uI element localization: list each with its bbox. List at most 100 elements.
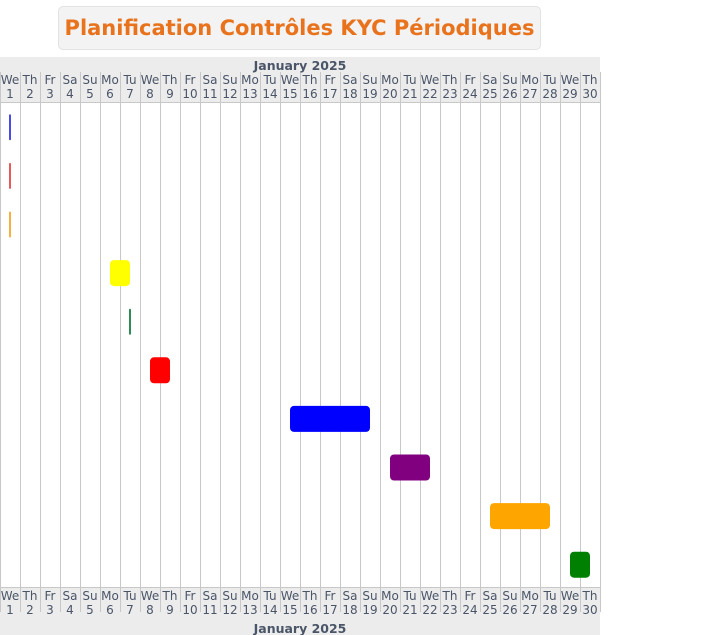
tick-label-daynum-top: 28 [542,87,557,101]
tick-label-daynum-top: 19 [362,87,377,101]
tick-label-daynum-top: 18 [342,87,357,101]
tick-label-daynum-top: 17 [322,87,337,101]
tick-label-daynum-bottom: 4 [66,603,74,617]
tick-label-daynum-bottom: 14 [262,603,277,617]
tick-label-dayname-bottom: We [281,589,300,603]
task-bar[interactable] [290,405,370,432]
tick-label-daynum-top: 5 [86,87,94,101]
tick-label-dayname-bottom: We [141,589,160,603]
tick-label-dayname-bottom: Su [222,589,237,603]
task-bar[interactable] [110,260,130,287]
tick-label-daynum-bottom: 1 [6,603,14,617]
tick-label-daynum-top: 10 [182,87,197,101]
tick-label-daynum-bottom: 8 [146,603,154,617]
tick-label-daynum-bottom: 16 [302,603,317,617]
tick-label-daynum-bottom: 6 [106,603,114,617]
month-label-bottom: January 2025 [253,621,347,635]
task-bar[interactable] [490,503,550,530]
tick-label-dayname-bottom: Th [582,589,598,603]
tick-label-dayname-bottom: Mo [101,589,119,603]
tick-label-dayname-top: Th [442,73,458,87]
tick-label-dayname-top: We [281,73,300,87]
tick-label-dayname-top: We [421,73,440,87]
tick-label-dayname-top: Fr [325,73,336,87]
tick-label-dayname-bottom: Tu [542,589,556,603]
tick-label-dayname-top: Sa [203,73,218,87]
tick-label-daynum-bottom: 19 [362,603,377,617]
tick-label-daynum-bottom: 3 [46,603,54,617]
tick-label-dayname-top: We [561,73,580,87]
tick-label-daynum-bottom: 15 [282,603,297,617]
tick-label-dayname-bottom: We [421,589,440,603]
tick-label-dayname-top: Sa [483,73,498,87]
tick-label-dayname-top: Sa [63,73,78,87]
chart-title-box: Planification Contrôles KYC Périodiques [58,6,541,50]
tick-label-dayname-bottom: Su [82,589,97,603]
tick-label-dayname-top: Th [302,73,318,87]
tick-label-daynum-bottom: 9 [166,603,174,617]
task-bar[interactable] [390,454,430,481]
tick-label-dayname-bottom: Fr [325,589,336,603]
task-bar[interactable] [9,114,11,141]
tick-label-dayname-top: Fr [465,73,476,87]
tick-label-daynum-bottom: 17 [322,603,337,617]
tick-label-dayname-top: Mo [241,73,259,87]
tick-label-daynum-top: 20 [382,87,397,101]
tick-label-daynum-bottom: 12 [222,603,237,617]
chart-title: Planification Contrôles KYC Périodiques [64,16,535,40]
tick-label-daynum-bottom: 2 [26,603,34,617]
tick-label-daynum-bottom: 22 [422,603,437,617]
tick-label-dayname-bottom: Su [502,589,517,603]
task-bar[interactable] [150,357,170,384]
tick-label-daynum-top: 6 [106,87,114,101]
tick-label-daynum-top: 4 [66,87,74,101]
tick-label-dayname-top: Su [222,73,237,87]
tick-label-dayname-bottom: Su [362,589,377,603]
tick-label-daynum-top: 12 [222,87,237,101]
task-bar[interactable] [129,308,131,335]
tick-label-dayname-bottom: Th [22,589,38,603]
tick-label-daynum-bottom: 24 [462,603,477,617]
task-bar[interactable] [570,551,590,578]
tick-label-dayname-bottom: Sa [203,589,218,603]
tick-label-dayname-bottom: Sa [63,589,78,603]
tick-label-daynum-top: 8 [146,87,154,101]
tick-label-dayname-top: Th [22,73,38,87]
tick-label-dayname-top: Mo [101,73,119,87]
tick-label-daynum-top: 3 [46,87,54,101]
tick-label-daynum-top: 23 [442,87,457,101]
tick-label-dayname-bottom: Fr [465,589,476,603]
tick-label-dayname-bottom: Tu [262,589,276,603]
tick-label-dayname-bottom: Sa [483,589,498,603]
tick-label-dayname-bottom: Th [442,589,458,603]
tick-label-daynum-bottom: 11 [202,603,217,617]
task-bar[interactable] [9,162,11,189]
tick-label-dayname-top: Tu [262,73,276,87]
tick-label-daynum-top: 16 [302,87,317,101]
tick-label-daynum-bottom: 27 [522,603,537,617]
tick-label-daynum-bottom: 26 [502,603,517,617]
tick-label-dayname-bottom: Tu [402,589,416,603]
tick-label-dayname-top: Th [162,73,178,87]
tick-label-dayname-bottom: Th [162,589,178,603]
tick-label-dayname-top: We [1,73,20,87]
tick-label-dayname-top: Tu [122,73,136,87]
tick-label-daynum-top: 24 [462,87,477,101]
tick-label-daynum-bottom: 28 [542,603,557,617]
tick-label-dayname-bottom: Mo [241,589,259,603]
tick-label-daynum-bottom: 13 [242,603,257,617]
tick-label-daynum-top: 27 [522,87,537,101]
tick-label-daynum-bottom: 25 [482,603,497,617]
tick-label-dayname-bottom: We [1,589,20,603]
tick-label-dayname-top: Su [502,73,517,87]
tick-label-dayname-top: Su [82,73,97,87]
tick-label-dayname-top: Tu [402,73,416,87]
tick-label-daynum-bottom: 5 [86,603,94,617]
tick-label-daynum-top: 22 [422,87,437,101]
tick-label-dayname-top: Fr [185,73,196,87]
tick-label-daynum-top: 1 [6,87,14,101]
tick-label-daynum-top: 13 [242,87,257,101]
task-bar[interactable] [9,211,11,238]
tick-label-dayname-bottom: Tu [122,589,136,603]
tick-label-dayname-top: Th [582,73,598,87]
